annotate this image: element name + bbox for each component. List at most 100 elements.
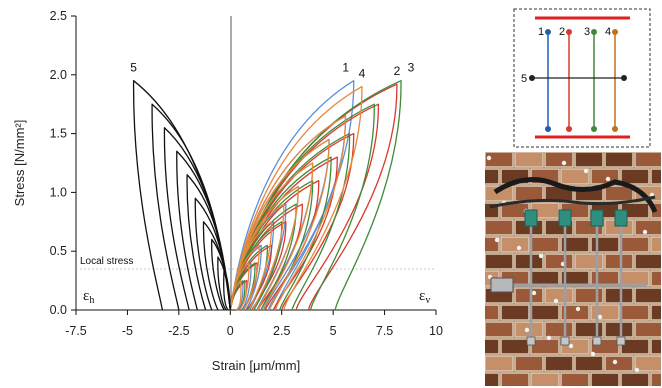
sensor-4-end-top [612,29,618,35]
brick [574,355,604,372]
x-tick-label: -2.5 [168,324,190,338]
brick [634,219,661,236]
y-tick-label: 1.0 [50,185,67,199]
sensor-1-end-bottom [545,126,551,132]
brick [634,321,661,338]
series-label-3: 3 [408,61,415,75]
annotation-local-stress: Local stress [80,256,133,267]
brick [574,152,604,168]
series-5-cycle [132,80,231,311]
marker-dot [516,245,522,251]
sensor-3-end-top [591,29,597,35]
series-4-cycle [229,85,363,311]
brick [485,152,514,168]
marker-dot [642,229,648,235]
brick [544,321,574,338]
x-axis-title: Strain [μm/mm] [212,358,300,373]
brick [604,321,634,338]
x-tick-label: 5 [330,324,337,338]
marker-dot [597,314,603,320]
x-tick-label: 2.5 [273,324,290,338]
brick [620,236,650,253]
brick [485,185,514,202]
brick [604,253,634,270]
x-tick-label: 0 [227,324,234,338]
brick [530,338,560,355]
brick [485,219,514,236]
marker-dot [486,155,492,161]
brick [634,152,661,168]
brick [485,321,514,338]
photo-rod-anchor [592,336,602,346]
brick-pattern [485,152,661,386]
y-ticks: 0.0 0.5 1.0 1.5 2.0 2.5 [50,9,76,317]
marker-dot [553,298,559,304]
photo-sensor-body [524,209,538,227]
series-5-cycle [151,103,231,311]
brick [590,304,620,321]
brick [544,287,574,304]
brick [574,287,604,304]
brick [485,304,500,321]
series-2-cycle [229,203,303,311]
brick [500,304,530,321]
y-tick-label: 0.0 [50,303,67,317]
brick [530,304,560,321]
brick [485,355,514,372]
brick [530,236,560,253]
brick [514,287,544,304]
x-tick-label: 10 [429,324,443,338]
marker-dot [561,160,567,166]
brick [590,236,620,253]
marker-dot [568,343,574,349]
wall-photo-illustration [485,152,661,386]
brick [620,168,650,185]
brick [530,372,560,386]
sensor-1-end-top [545,29,551,35]
brick [634,287,661,304]
brick [650,168,661,185]
brick [620,372,650,386]
marker-dot [524,327,530,333]
brick [604,287,634,304]
brick [514,185,544,202]
photo-horizontal-clamp [490,277,514,293]
brick [574,253,604,270]
photo-sensors [524,209,628,346]
sensor-label-5: 5 [521,73,527,85]
vertical-sensor-labels: 1 2 3 4 [538,26,611,38]
brick [620,304,650,321]
brick [560,236,590,253]
sensor-label-1: 1 [538,26,544,38]
brick [485,372,500,386]
series-2-cycle [229,83,398,311]
sensor-label-4: 4 [605,26,611,38]
marker-dot [538,253,544,259]
marker-dot [575,306,581,312]
series-4-cycle [229,185,299,311]
series-4-cycle [229,138,330,311]
sensor-5-end-right [621,75,627,81]
brick [650,304,661,321]
vertical-sensors [545,29,618,132]
sensor-label-2: 2 [559,26,565,38]
brick [650,338,661,355]
brick [514,253,544,270]
marker-dot [612,359,618,365]
sensor-3-end-bottom [591,126,597,132]
sensor-5-end-left [529,75,535,81]
sensor-label-3: 3 [584,26,590,38]
photo-sensor-body [614,209,628,227]
sensor-layout-schematic: 5 1 2 3 4 [513,8,651,148]
y-tick-label: 2.0 [50,68,67,82]
epsilon-v-symbol: εv [419,288,430,306]
brick [500,372,530,386]
marker-dot [583,168,589,174]
brick [634,253,661,270]
photo-sensor-body [590,209,604,227]
x-ticks: -7.5 -5 -2.5 0 2.5 5 7.5 10 [65,310,443,338]
series-4-cycle [229,115,347,311]
brick [560,168,590,185]
epsilon-h-symbol: εh [83,288,94,306]
series-label-1: 1 [342,61,349,75]
